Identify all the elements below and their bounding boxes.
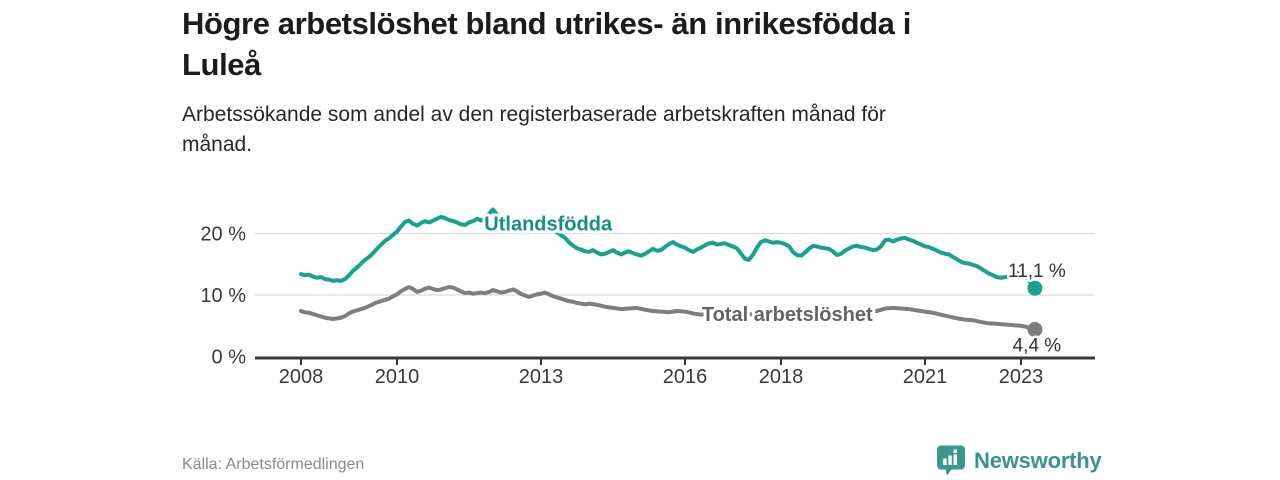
title-line-1: Högre arbetslöshet bland utrikes- än inr… (182, 6, 911, 41)
chart-subtitle: Arbetssökande som andel av den registerb… (182, 100, 1062, 160)
x-tick-label-2008: 2008 (279, 366, 324, 388)
logo-bar-1 (943, 458, 947, 465)
series-label-1: Utlandsfödda (484, 214, 613, 236)
x-tick-label-2021: 2021 (903, 366, 948, 388)
series-line-1 (299, 207, 1020, 283)
subtitle-line-2: månad. (182, 133, 253, 156)
end-value-label-2: 4,4 % (1013, 335, 1062, 356)
end-dot-1 (1027, 280, 1043, 296)
x-tick-label-2023: 2023 (999, 366, 1044, 388)
newsworthy-brand: Newsworthy (936, 444, 1102, 477)
end-value-label-1: 11,1 % (1008, 261, 1066, 282)
x-tick-label-2018: 2018 (759, 366, 804, 388)
title-line-2: Luleå (182, 47, 261, 82)
logo-exclamation-dot (953, 449, 957, 453)
x-tick-label-2010: 2010 (375, 366, 420, 388)
logo-bar-3 (953, 454, 957, 465)
end-dot-2 (1027, 321, 1043, 337)
series-label-2: Total arbetslöshet (702, 304, 873, 326)
page-title: Högre arbetslöshet bland utrikes- än inr… (182, 3, 1112, 85)
y-tick-label-20: 20 % (200, 224, 246, 246)
source-note: Källa: Arbetsförmedlingen (182, 456, 365, 473)
x-tick-label-2016: 2016 (663, 366, 708, 388)
y-tick-label-10: 10 % (200, 285, 246, 307)
subtitle-line-1: Arbetssökande som andel av den registerb… (182, 103, 886, 126)
newsworthy-logo-icon (937, 445, 965, 476)
x-tick-label-2013: 2013 (519, 366, 564, 388)
y-tick-label-0: 0 % (212, 347, 247, 369)
series-line-2 (299, 285, 1037, 332)
logo-bar-2 (948, 455, 952, 465)
brand-name: Newsworthy (974, 447, 1102, 473)
